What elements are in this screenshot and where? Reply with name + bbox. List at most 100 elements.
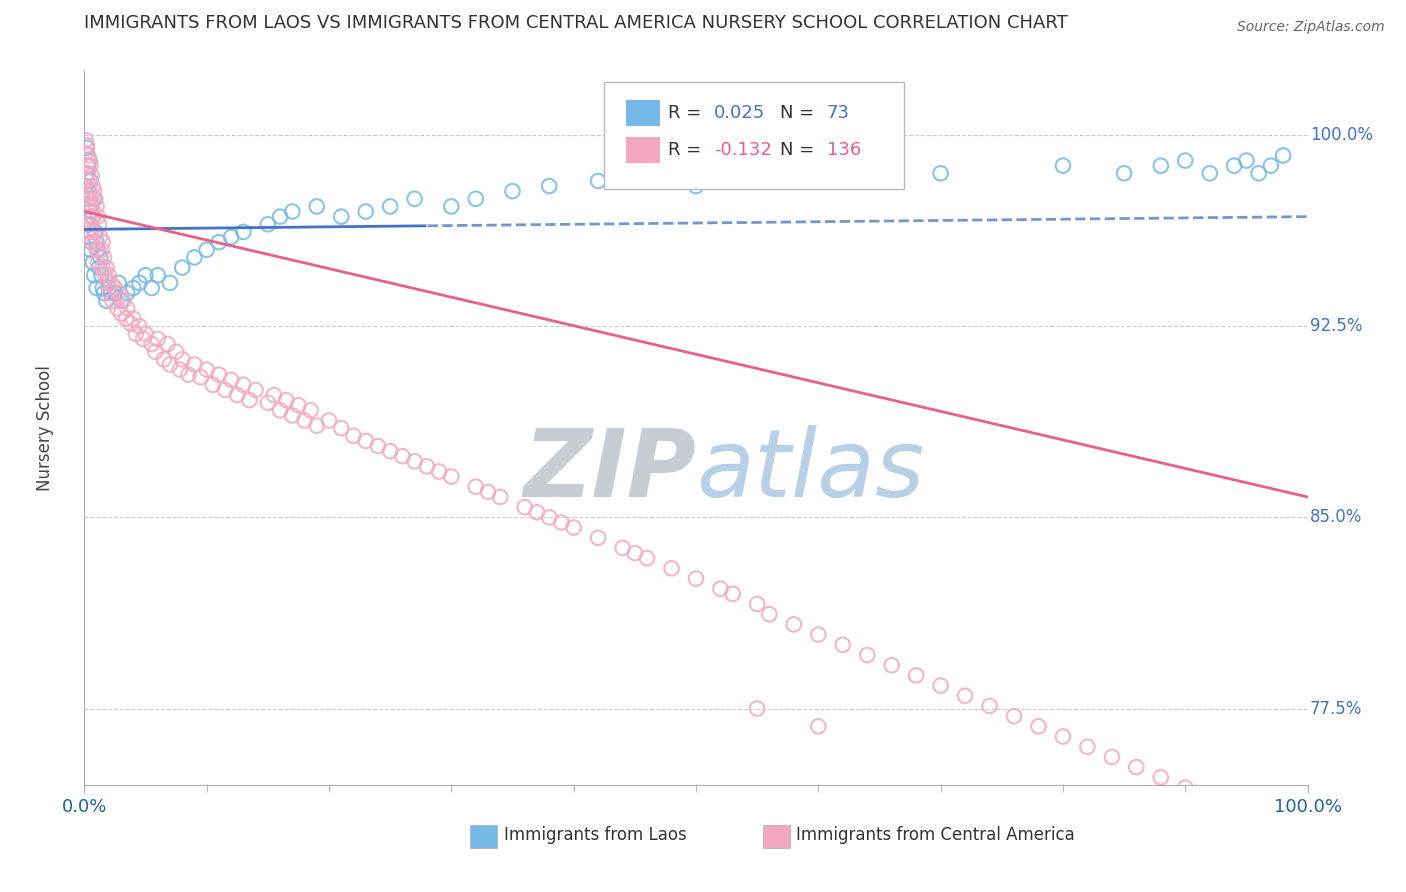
Point (75, 133, 97, 147)
Point (269, 403, 291, 417)
Point (100, 286, 122, 301)
Point (214, 383, 236, 397)
Point (219, 230, 242, 244)
Point (354, 434, 377, 448)
Point (86, 235, 108, 249)
Point (783, 617, 806, 632)
Point (79, 159, 101, 173)
Point (685, 179, 707, 194)
Point (96, 260, 118, 275)
Text: Nursery School: Nursery School (37, 365, 55, 491)
Point (550, 516, 572, 530)
Point (146, 332, 169, 346)
Point (107, 286, 129, 301)
Point (526, 505, 548, 519)
Point (502, 184, 524, 198)
Text: R =: R = (668, 103, 707, 121)
Point (201, 377, 224, 392)
Point (93, 286, 115, 301)
Point (86, 199, 108, 213)
Point (83, 192, 105, 206)
Point (1260, 159, 1282, 173)
Text: 100.0%: 100.0% (1310, 126, 1374, 145)
Point (979, 698, 1001, 713)
Point (105, 301, 128, 316)
Point (404, 192, 426, 206)
Point (115, 286, 138, 301)
Point (367, 439, 389, 453)
Point (122, 281, 145, 295)
Text: 85.0%: 85.0% (1310, 508, 1362, 526)
Point (318, 413, 340, 427)
Point (257, 395, 280, 409)
Point (880, 658, 903, 673)
Point (159, 276, 181, 290)
Point (1174, 153, 1197, 168)
Point (77, 159, 100, 173)
Point (76, 184, 98, 198)
Point (747, 597, 769, 611)
Text: 136: 136 (827, 141, 860, 159)
Point (91, 235, 114, 249)
Point (115, 301, 138, 316)
FancyBboxPatch shape (605, 82, 904, 189)
Point (125, 326, 148, 341)
Point (1247, 166, 1270, 180)
Point (232, 377, 254, 392)
Point (1125, 760, 1147, 774)
Point (94, 268, 117, 283)
Point (1223, 159, 1246, 173)
Point (929, 679, 952, 693)
Text: 92.5%: 92.5% (1310, 318, 1362, 335)
Point (1101, 750, 1123, 764)
Point (807, 174, 830, 188)
Point (281, 204, 304, 219)
Point (82, 210, 104, 224)
Point (624, 546, 647, 560)
Point (91, 281, 114, 295)
Point (77, 230, 100, 244)
Point (245, 383, 267, 397)
FancyBboxPatch shape (626, 137, 661, 162)
Point (90, 243, 112, 257)
Point (1028, 719, 1050, 733)
Point (305, 199, 328, 213)
Point (80, 169, 103, 183)
Point (156, 337, 179, 351)
Point (83, 184, 105, 198)
Point (685, 572, 707, 586)
Point (636, 551, 658, 566)
FancyBboxPatch shape (626, 100, 661, 126)
Point (79, 217, 101, 231)
Point (107, 276, 129, 290)
Point (1150, 770, 1173, 784)
Point (562, 520, 585, 534)
Point (1198, 166, 1220, 180)
Point (104, 286, 127, 301)
FancyBboxPatch shape (763, 825, 790, 847)
Point (79, 243, 101, 257)
Point (538, 179, 561, 194)
Point (128, 319, 150, 334)
Point (132, 332, 155, 346)
Point (120, 317, 142, 331)
Point (1223, 801, 1246, 815)
Point (76, 174, 98, 188)
Point (80, 235, 103, 249)
Point (747, 701, 769, 715)
Point (1272, 148, 1295, 162)
Point (208, 368, 231, 382)
Point (80, 235, 103, 249)
Point (177, 368, 200, 382)
Point (77, 192, 100, 206)
Point (380, 199, 402, 213)
Point (172, 260, 194, 275)
Text: IMMIGRANTS FROM LAOS VS IMMIGRANTS FROM CENTRAL AMERICA NURSERY SCHOOL CORRELATI: IMMIGRANTS FROM LAOS VS IMMIGRANTS FROM … (84, 14, 1069, 32)
Point (79, 204, 101, 219)
Point (404, 454, 426, 468)
Point (76, 141, 98, 155)
Point (440, 469, 463, 483)
Point (135, 268, 157, 283)
Text: 73: 73 (827, 103, 849, 121)
Point (831, 638, 853, 652)
